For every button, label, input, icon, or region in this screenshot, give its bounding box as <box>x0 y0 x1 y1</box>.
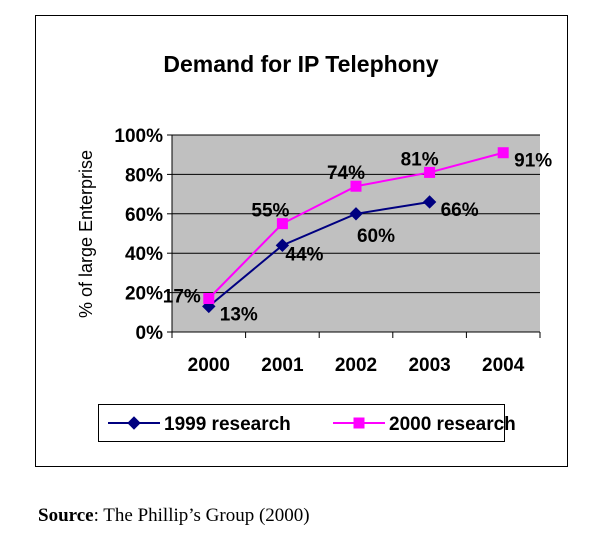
y-tick-label: 100% <box>114 126 163 147</box>
data-point <box>350 180 362 192</box>
data-label: 44% <box>285 244 323 265</box>
source-label: Source <box>38 505 94 526</box>
source-text: : The Phillip’s Group (2000) <box>93 505 310 526</box>
y-axis-label: % of large Enterprise <box>76 150 96 318</box>
data-label: 66% <box>441 200 479 221</box>
source-line: Source: The Phillip’s Group (2000) <box>38 505 310 527</box>
y-tick-label: 60% <box>125 205 163 226</box>
y-tick-label: 80% <box>125 165 163 186</box>
x-tick-label: 2000 <box>188 355 230 376</box>
x-tick-label: 2002 <box>335 355 377 376</box>
data-label: 13% <box>220 304 258 325</box>
data-point <box>276 218 288 230</box>
y-tick-label: 40% <box>125 244 163 265</box>
data-point <box>275 238 290 253</box>
data-point <box>422 195 437 209</box>
data-label: 81% <box>401 149 439 170</box>
legend-marker <box>127 416 141 430</box>
legend <box>98 404 505 442</box>
x-tick-label: 2003 <box>408 355 450 376</box>
data-point <box>424 166 436 178</box>
chart-title: Demand for IP Telephony <box>163 51 438 77</box>
legend-marker <box>353 417 365 429</box>
data-point <box>203 293 215 305</box>
data-point <box>349 207 363 221</box>
y-tick-label: 0% <box>136 323 164 344</box>
data-label: 91% <box>514 151 552 172</box>
plot-background <box>172 135 540 332</box>
data-point <box>497 147 509 159</box>
legend-label: 2000 research <box>389 414 516 435</box>
legend-label: 1999 research <box>164 414 291 435</box>
data-label: 60% <box>357 226 395 247</box>
data-label: 74% <box>327 163 365 184</box>
data-label: 17% <box>163 287 201 308</box>
x-tick-label: 2004 <box>482 355 525 376</box>
data-label: 55% <box>251 201 289 222</box>
x-tick-label: 2001 <box>261 355 304 376</box>
series-line <box>208 200 430 308</box>
plot-area: 0% 20% 40% 60% 80% 100% 2000 2001 2002 2003 2004 13… <box>114 126 552 376</box>
y-tick-label: 20% <box>125 284 163 305</box>
